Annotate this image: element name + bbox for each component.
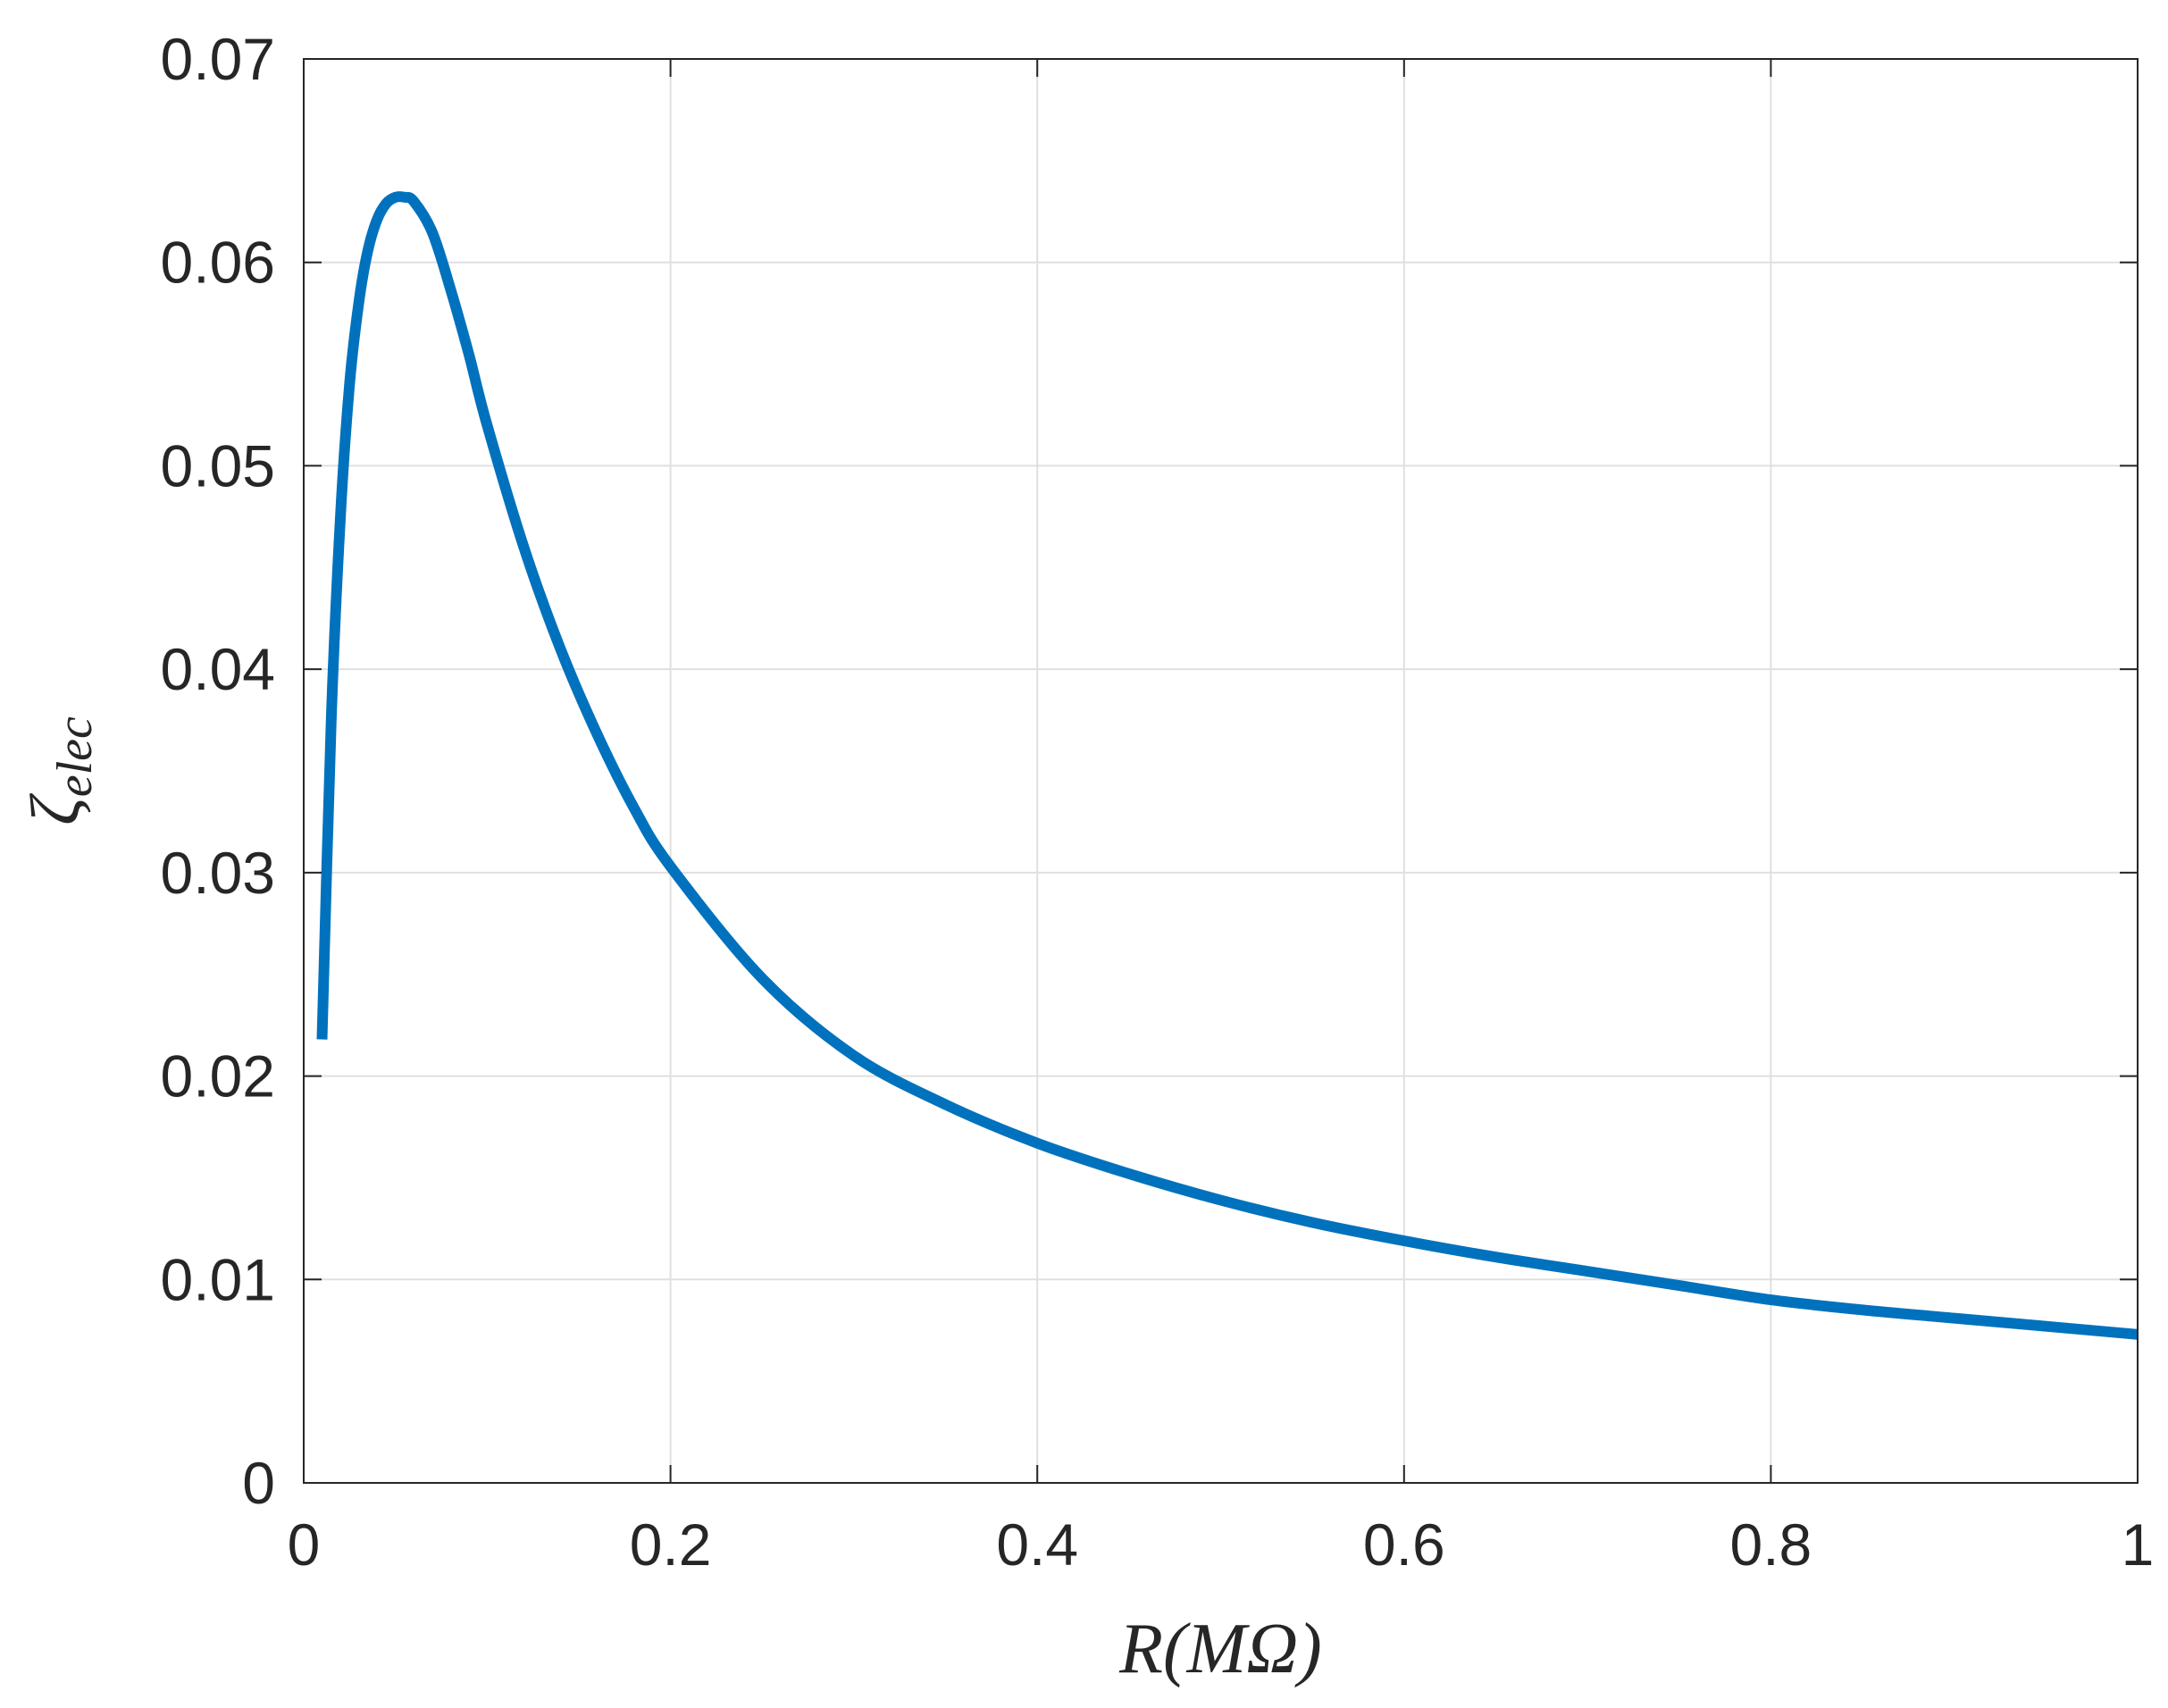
x-tick-label: 0.2 — [630, 1511, 712, 1578]
y-axis-label-subscript: elec — [47, 716, 103, 797]
series-line — [316, 191, 2139, 1340]
x-tick-label: 0 — [288, 1511, 321, 1578]
y-tick-label: 0.04 — [161, 636, 275, 702]
y-tick-label: 0.01 — [161, 1246, 275, 1312]
y-tick-label: 0.06 — [161, 230, 275, 296]
x-tick-label: 1 — [2122, 1511, 2155, 1578]
y-tick-label: 0.03 — [161, 840, 275, 906]
y-tick-label: 0.07 — [161, 26, 275, 92]
y-axis-ticks: 0 0.01 0.02 0.03 0.04 0.05 0.06 0.07 — [161, 26, 2138, 1516]
x-tick-label: 0.4 — [996, 1511, 1078, 1578]
axes — [303, 58, 2139, 1484]
series-layer — [316, 191, 2139, 1340]
y-axis-label: ζelec — [16, 716, 103, 825]
x-tick-label: 0.8 — [1730, 1511, 1812, 1578]
y-tick-label: 0 — [242, 1450, 275, 1516]
x-axis-label: R(MΩ) — [1118, 1610, 1322, 1688]
grid-lines — [304, 59, 2138, 1483]
y-axis-label-symbol: ζ — [16, 793, 94, 825]
x-axis-ticks: 0 0.2 0.4 0.6 0.8 1 — [288, 59, 2155, 1578]
x-tick-label: 0.6 — [1363, 1511, 1445, 1578]
plot-area-border — [303, 58, 2139, 1484]
y-tick-label: 0.02 — [161, 1043, 275, 1109]
y-tick-label: 0.05 — [161, 432, 275, 498]
